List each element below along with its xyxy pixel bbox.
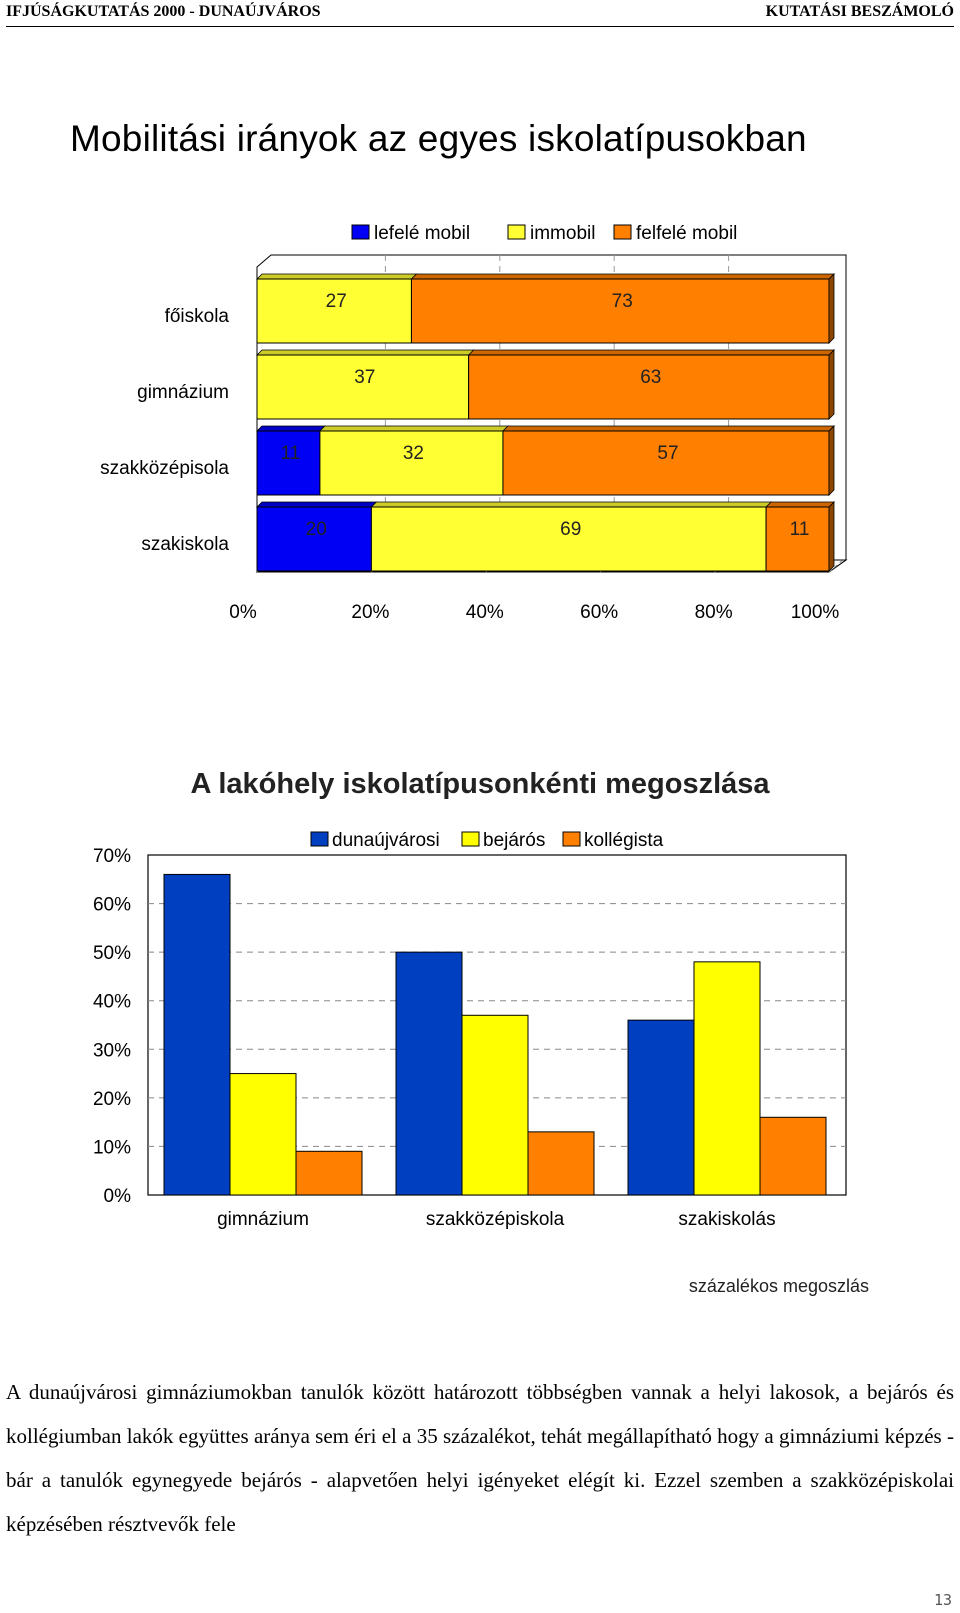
legend-label: felfelé mobil: [636, 223, 737, 244]
bar-side: [828, 425, 835, 496]
category-label: főiskola: [165, 306, 230, 327]
category-label: szakiskolás: [678, 1209, 775, 1230]
bar: [395, 951, 463, 1196]
bar: [229, 1073, 297, 1196]
legend-label: dunaújvárosi: [332, 830, 440, 851]
bar-top: [256, 273, 418, 280]
legend-swatch: [461, 831, 480, 847]
bar-side: [828, 501, 835, 572]
data-label: 11: [281, 443, 301, 464]
bar-segment: [765, 506, 830, 572]
bar-top: [765, 501, 835, 508]
legend-label: immobil: [530, 223, 595, 244]
data-label: 20: [306, 519, 327, 540]
data-label: 69: [560, 519, 581, 540]
category-label: gimnázium: [217, 1209, 309, 1230]
data-label: 63: [640, 367, 661, 388]
y-tick-label: 0%: [104, 1186, 132, 1207]
legend-swatch: [562, 831, 581, 847]
bar-top: [256, 425, 326, 432]
x-tick-label: 60%: [580, 602, 618, 618]
bar: [759, 1116, 827, 1196]
y-tick-label: 30%: [93, 1040, 131, 1061]
data-label: 27: [326, 291, 347, 312]
chart-note: százalékos megoszlás: [689, 1276, 869, 1296]
legend-swatch: [613, 224, 632, 240]
chart2-title: A lakóhely iskolatípusonkénti megoszlása: [190, 768, 770, 800]
page-number: 13: [933, 1591, 952, 1609]
bar: [461, 1014, 529, 1196]
data-label: 32: [403, 443, 424, 464]
legend-swatch: [351, 224, 370, 240]
bar-top: [318, 425, 509, 432]
page-header: IFJÚSÁGKUTATÁS 2000 - DUNAÚJVÁROS KUTATÁ…: [6, 0, 954, 27]
bar-segment: [256, 506, 372, 572]
bar: [627, 1019, 695, 1196]
y-tick-label: 50%: [93, 943, 131, 964]
category-label: szakiskola: [141, 534, 229, 555]
residence-chart: 70% 60% 50% 40% 30% 20% 10% 0% dunaújvárosi bejár…: [93, 830, 869, 1296]
x-tick-label: 40%: [466, 602, 504, 618]
header-left: IFJÚSÁGKUTATÁS 2000 - DUNAÚJVÁROS: [6, 3, 321, 20]
bar-top: [370, 501, 773, 508]
bar: [295, 1150, 363, 1196]
bar-segment: [256, 354, 470, 420]
y-tick-label: 60%: [93, 895, 131, 916]
y-tick-label: 10%: [93, 1137, 131, 1158]
bar-top: [501, 425, 835, 432]
legend-label: lefelé mobil: [374, 223, 470, 244]
x-tick-label: 80%: [695, 602, 733, 618]
legend-swatch: [507, 224, 526, 240]
bar-side: [828, 273, 835, 344]
legend-label: bejárós: [483, 830, 545, 851]
bar-segment: [468, 354, 830, 420]
chart1-title: Mobilitási irányok az egyes iskolatípuso…: [70, 118, 807, 159]
x-tick-label: 0%: [229, 602, 257, 618]
category-label: gimnázium: [137, 382, 229, 403]
data-label: 11: [790, 519, 810, 540]
mobility-chart: lefelé mobil immobil felfelé mobil főiskola…: [100, 223, 848, 618]
y-tick-label: 40%: [93, 992, 131, 1013]
category-label: szakközépiskola: [426, 1209, 565, 1230]
y-tick-label: 20%: [93, 1089, 131, 1110]
bar: [527, 1131, 595, 1196]
bar-top: [410, 273, 835, 280]
y-tick-label: 70%: [93, 846, 131, 867]
data-label: 37: [354, 367, 375, 388]
legend-label: kollégista: [584, 830, 664, 851]
header-right: KUTATÁSI BESZÁMOLÓ: [765, 3, 954, 20]
category-label: szakközépisola: [100, 458, 229, 479]
bar: [693, 961, 761, 1196]
bar-segment: [256, 278, 412, 344]
bar-segment: [370, 506, 767, 572]
bar-side: [828, 349, 835, 420]
bar: [163, 873, 231, 1196]
bar-top: [467, 349, 835, 356]
bar-top: [256, 501, 378, 508]
body-paragraph: A dunaújvárosi gimnáziumokban tanulók kö…: [6, 1380, 954, 1536]
floor-tick: [828, 559, 844, 573]
bar-top: [256, 349, 475, 356]
bar-segment: [502, 430, 830, 496]
data-label: 57: [657, 443, 678, 464]
x-tick-label: 100%: [791, 602, 840, 618]
x-tick-label: 20%: [351, 602, 389, 618]
legend-swatch: [310, 831, 329, 847]
data-label: 73: [612, 291, 633, 312]
bar-segment: [410, 278, 830, 344]
